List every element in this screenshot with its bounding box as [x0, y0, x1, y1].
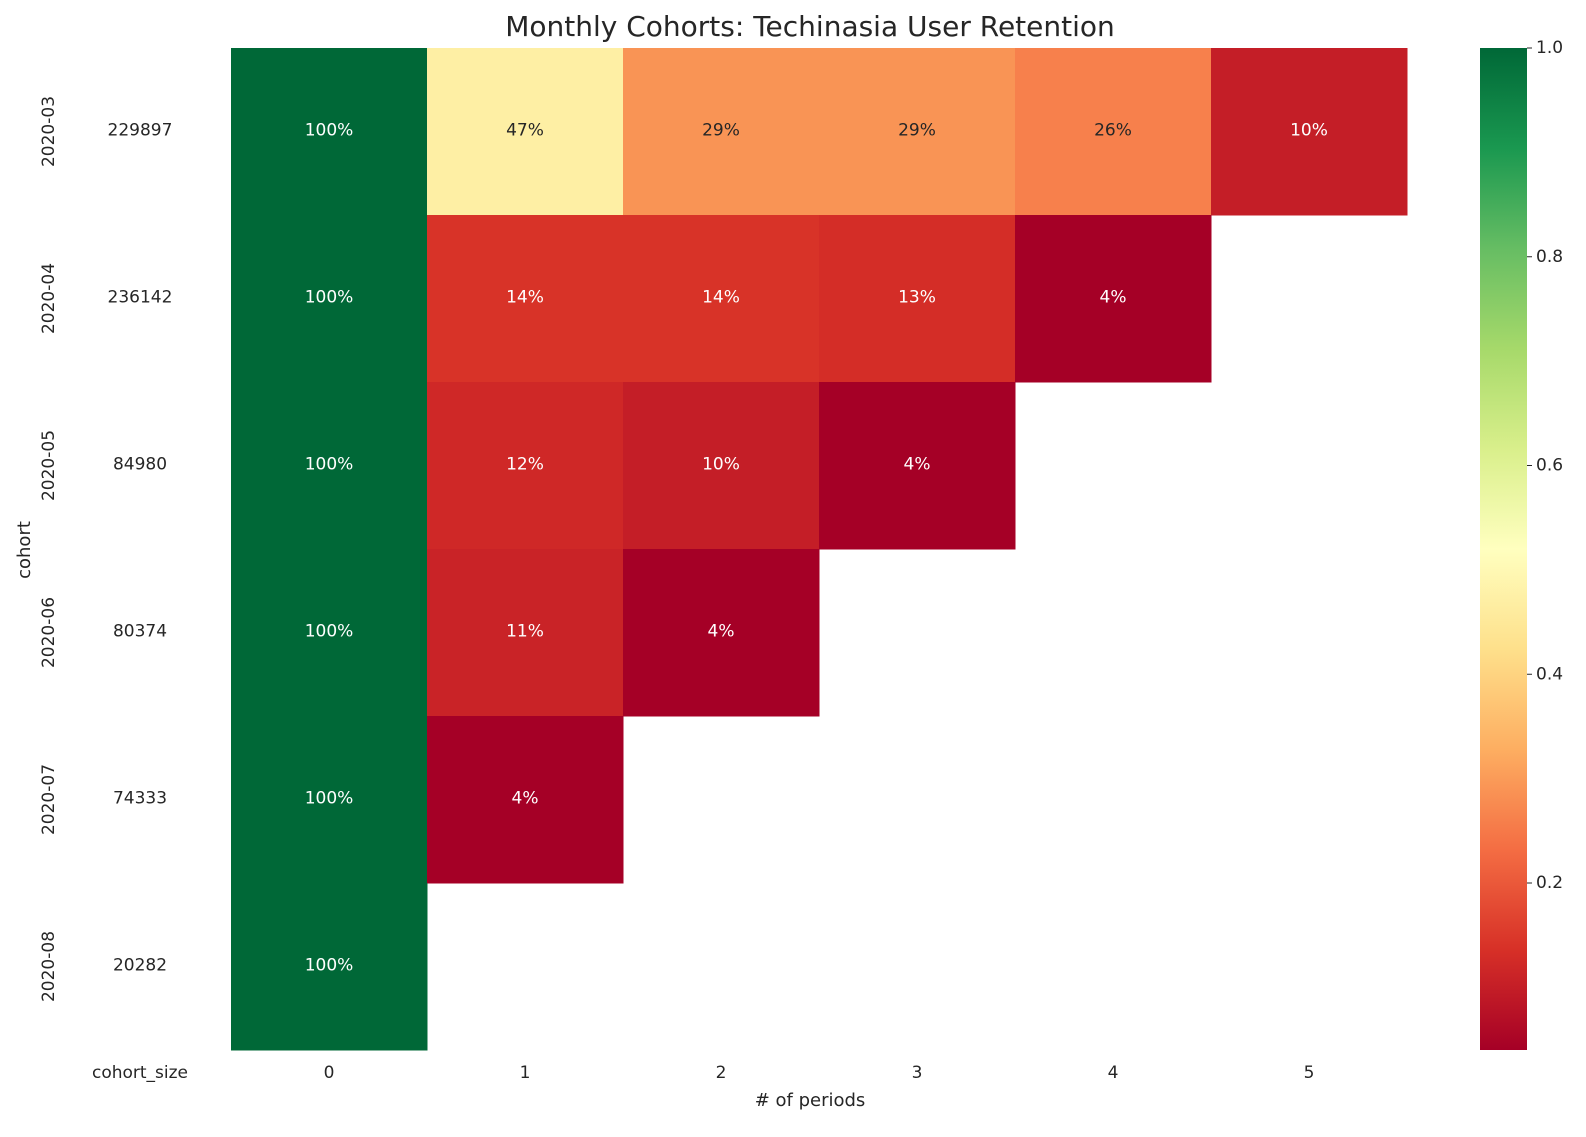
- x-tick-label-cohort-size: cohort_size: [92, 1063, 188, 1083]
- cell-value-label: 10%: [1290, 121, 1328, 141]
- cell-value-label: 100%: [305, 455, 354, 475]
- cell-value-label: 47%: [506, 121, 544, 141]
- colorbar-tick-label: 0.6: [1536, 456, 1563, 476]
- colorbar-ticks: 0.2 0.4 0.6 0.8 1.0: [1527, 38, 1563, 893]
- cell-value-label: 100%: [305, 789, 354, 809]
- x-tick-label: 1: [520, 1063, 531, 1083]
- heatmap-cell: [427, 716, 624, 884]
- x-tick-label: 0: [324, 1063, 335, 1083]
- heatmap-cell: [427, 549, 624, 717]
- heatmap-cell: [231, 549, 428, 717]
- heatmap-cell: [1015, 48, 1212, 216]
- heatmap-cells: 100% 47% 29% 29% 26% 10% 100% 14% 14% 13% 4% 100% 12…: [231, 48, 1408, 1051]
- colorbar-tick-label: 0.8: [1536, 247, 1563, 267]
- y-tick-label: 2020-03: [39, 96, 59, 167]
- x-tick-label: 5: [1304, 1063, 1315, 1083]
- heatmap-cell: [427, 48, 624, 216]
- y-tick-label: 2020-07: [39, 764, 59, 835]
- x-tick-label: 4: [1108, 1063, 1119, 1083]
- cell-value-label: 11%: [506, 622, 544, 642]
- heatmap-cell: [623, 48, 820, 216]
- x-tick-label: 3: [912, 1063, 923, 1083]
- colorbar-tick-label: 0.2: [1536, 873, 1563, 893]
- heatmap-cell: [623, 215, 820, 383]
- x-axis-label: # of periods: [755, 1090, 866, 1111]
- cohort-size-value: 20282: [113, 956, 167, 976]
- cell-value-label: 4%: [1100, 288, 1127, 308]
- cell-value-label: 10%: [702, 455, 740, 475]
- heatmap-cell: [623, 382, 820, 550]
- cell-value-label: 14%: [506, 288, 544, 308]
- cell-value-label: 100%: [305, 288, 354, 308]
- cell-value-label: 100%: [305, 956, 354, 976]
- colorbar: [1480, 48, 1527, 1050]
- cell-value-label: 100%: [305, 121, 354, 141]
- y-tick-label: 2020-04: [39, 263, 59, 334]
- cohort-size-value: 74333: [113, 789, 167, 809]
- heatmap-cell: [231, 382, 428, 550]
- y-tick-label: 2020-06: [39, 597, 59, 668]
- cell-value-label: 29%: [702, 121, 740, 141]
- heatmap-cell: [427, 382, 624, 550]
- cell-value-label: 29%: [898, 121, 936, 141]
- cohort-size-value: 236142: [108, 288, 173, 308]
- cohort-size-value: 229897: [108, 121, 173, 141]
- colorbar-tick-label: 0.4: [1536, 664, 1563, 684]
- heatmap-cell: [231, 716, 428, 884]
- heatmap-cell: [1211, 48, 1408, 216]
- cell-value-label: 4%: [904, 455, 931, 475]
- cell-value-label: 12%: [506, 455, 544, 475]
- cell-value-label: 13%: [898, 288, 936, 308]
- heatmap-cell: [231, 215, 428, 383]
- chart-title: Monthly Cohorts: Techinasia User Retenti…: [505, 10, 1115, 43]
- y-tick-label: 2020-05: [39, 430, 59, 501]
- heatmap-cell: [819, 215, 1016, 383]
- cohort-size-column: 229897 236142 84980 80374 74333 20282: [108, 121, 173, 976]
- heatmap-cell: [819, 48, 1016, 216]
- cell-value-label: 26%: [1094, 121, 1132, 141]
- y-axis-label: cohort: [14, 521, 35, 579]
- x-tick-labels: cohort_size 0 1 2 3 4 5: [92, 1063, 1314, 1083]
- heatmap-cell: [231, 883, 428, 1051]
- x-tick-label: 2: [716, 1063, 727, 1083]
- cell-value-label: 4%: [512, 789, 539, 809]
- y-tick-labels: 2020-03 2020-04 2020-05 2020-06 2020-07 2020-…: [39, 96, 59, 1002]
- heatmap-cell: [231, 48, 428, 216]
- colorbar-tick-label: 1.0: [1536, 38, 1563, 58]
- cell-value-label: 100%: [305, 622, 354, 642]
- heatmap-cell: [427, 215, 624, 383]
- heatmap-cell: [819, 382, 1016, 550]
- heatmap-cell: [623, 549, 820, 717]
- y-tick-label: 2020-08: [39, 931, 59, 1002]
- heatmap-cell: [1015, 215, 1212, 383]
- cohort-size-value: 84980: [113, 455, 167, 475]
- cohort-size-value: 80374: [113, 622, 167, 642]
- cell-value-label: 4%: [708, 622, 735, 642]
- cell-value-label: 14%: [702, 288, 740, 308]
